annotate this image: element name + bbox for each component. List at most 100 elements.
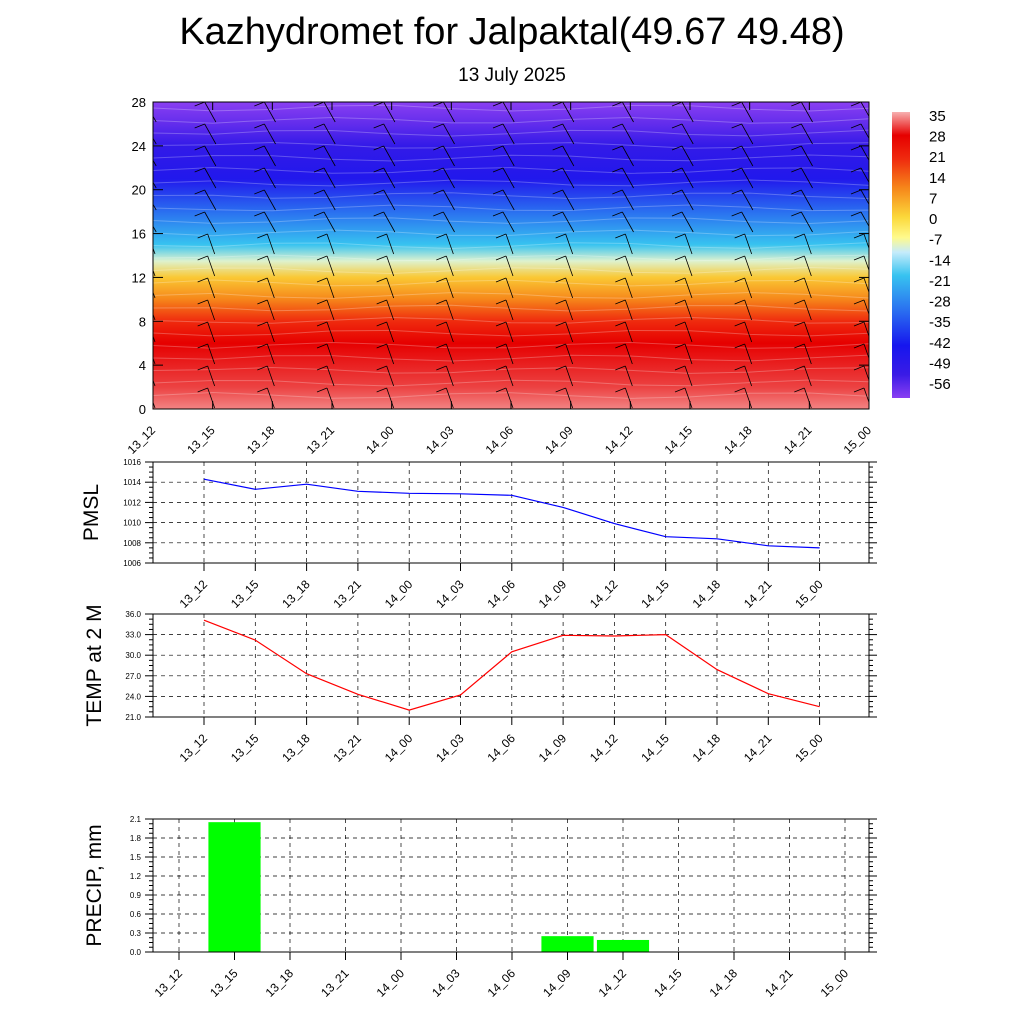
- xtick-label: 14_03: [433, 731, 467, 765]
- colorbar-fill: [892, 112, 910, 398]
- ytick-label: 21.0: [125, 713, 141, 722]
- heatmap-xtick-label: 13_15: [184, 423, 218, 457]
- xtick-label: 14_00: [382, 731, 416, 765]
- heatmap-xtick-label: 14_03: [423, 423, 457, 457]
- ytick-label: 24.0: [125, 692, 141, 701]
- heatmap-xtick-label: 15_00: [841, 423, 875, 457]
- ytick-label: 0.9: [130, 891, 142, 900]
- ytick-label: 1.8: [130, 834, 142, 843]
- colorbar-label: 21: [929, 149, 946, 166]
- xtick-label: 14_06: [484, 731, 518, 765]
- ytick-label: 0.3: [130, 929, 142, 938]
- xtick-label: 14_12: [587, 731, 621, 765]
- colorbar-label: 0: [929, 211, 937, 228]
- heatmap-ytick-label: 20: [132, 183, 146, 198]
- xtick-label: 14_21: [741, 731, 775, 765]
- heatmap-xtick-label: 13_21: [304, 423, 338, 457]
- colorbar-label: -56: [929, 376, 951, 393]
- ytick-label: 1012: [123, 498, 141, 507]
- colorbar-label: -28: [929, 294, 951, 311]
- xtick-label: 15_00: [792, 731, 826, 765]
- heatmap-ytick-label: 8: [139, 314, 146, 329]
- xtick-label: 14_15: [638, 731, 672, 765]
- ytick-label: 0.6: [130, 910, 142, 919]
- xtick-label: 14_12: [587, 577, 621, 611]
- ytick-label: 2.1: [130, 815, 142, 824]
- xtick-label: 14_06: [485, 966, 519, 1000]
- xtick-label: 14_03: [429, 966, 463, 1000]
- xtick-label: 13_21: [318, 966, 352, 1000]
- colorbar-label: -35: [929, 314, 951, 331]
- xtick-label: 14_18: [707, 966, 741, 1000]
- xtick-label: 14_03: [433, 577, 467, 611]
- heatmap-xtick-label: 13_18: [244, 423, 278, 457]
- xtick-label: 13_15: [228, 577, 262, 611]
- ytick-label: 1014: [123, 478, 141, 487]
- xtick-label: 13_12: [152, 966, 186, 1000]
- colorbar-label: -14: [929, 252, 951, 269]
- xtick-label: 14_21: [762, 966, 796, 1000]
- precipitation-panel: 0.0 0.3 0.6 0.9 1.2 1.5 1.8 2.1 13_12 13_15 13_18 1…: [83, 815, 877, 1000]
- xtick-label: 14_12: [596, 966, 630, 1000]
- colorbar-label: -21: [929, 273, 951, 290]
- heatmap-ytick-label: 4: [139, 358, 146, 373]
- ytick-label: 36.0: [125, 610, 141, 619]
- colorbar-label: 35: [929, 108, 946, 125]
- ytick-label: 27.0: [125, 672, 141, 681]
- colorbar-label: 7: [929, 190, 937, 207]
- xtick-label: 14_18: [690, 731, 724, 765]
- colorbar-label: 28: [929, 129, 946, 146]
- xtick-label: 13_18: [279, 577, 313, 611]
- colorbar: 35 28 21 14 7 0 -7 -14 -21 -28 -35 -42 -49 -56: [892, 108, 951, 398]
- xtick-label: 15_00: [792, 577, 826, 611]
- panel-ylabel: TEMP at 2 M: [83, 604, 106, 726]
- heatmap-ytick-label: 0: [139, 402, 146, 417]
- ytick-label: 30.0: [125, 651, 141, 660]
- xtick-label: 14_21: [741, 577, 775, 611]
- colorbar-label: -49: [929, 355, 951, 372]
- heatmap-panel: 0 4 8 12 16 20 24 28 13_12 13_15 13_18 13_21 14_00 14…: [125, 95, 875, 457]
- xtick-label: 13_15: [228, 731, 262, 765]
- precip-bar: [208, 822, 261, 952]
- ytick-label: 1016: [123, 458, 141, 467]
- ytick-label: 1010: [123, 519, 141, 528]
- xtick-label: 14_00: [374, 966, 408, 1000]
- colorbar-label: 14: [929, 170, 946, 187]
- precip-bar: [541, 936, 594, 952]
- xtick-label: 13_15: [207, 966, 241, 1000]
- heatmap-xtick-label: 14_12: [602, 423, 636, 457]
- ytick-label: 1008: [123, 539, 141, 548]
- xtick-label: 14_15: [638, 577, 672, 611]
- panel-frame: [152, 461, 870, 564]
- xtick-label: 13_21: [331, 731, 365, 765]
- heatmap-xtick-label: 14_15: [662, 423, 696, 457]
- xtick-label: 14_09: [536, 731, 570, 765]
- heatmap-xtick-label: 13_12: [125, 423, 159, 457]
- heatmap-xtick-label: 14_00: [363, 423, 397, 457]
- heatmap-xtick-label: 14_06: [483, 423, 517, 457]
- xtick-label: 13_12: [177, 731, 211, 765]
- heatmap-xtick-label: 14_09: [542, 423, 576, 457]
- xtick-label: 14_09: [540, 966, 574, 1000]
- colorbar-label: -42: [929, 335, 951, 352]
- heatmap-xtick-label: 14_18: [721, 423, 755, 457]
- heatmap-ytick-label: 16: [132, 227, 146, 242]
- xtick-label: 14_18: [690, 577, 724, 611]
- heatmap-xtick-label: 14_21: [781, 423, 815, 457]
- panel-grid: [153, 613, 869, 718]
- ytick-label: 1.5: [130, 853, 142, 862]
- xtick-label: 13_21: [331, 577, 365, 611]
- chart-subtitle: 13 July 2025: [458, 65, 566, 86]
- ytick-label: 1.2: [130, 872, 142, 881]
- panel-grid: [153, 461, 869, 564]
- pmsl-panel: 1006 1008 1010 1012 1014 1016 13_12 13_15 13_18 1…: [80, 458, 877, 611]
- xtick-label: 14_15: [651, 966, 685, 1000]
- panel-ylabel: PMSL: [80, 484, 103, 541]
- panel-ylabel: PRECIP, mm: [83, 824, 106, 946]
- chart-title: Kazhydromet for Jalpaktal(49.67 49.48): [179, 11, 845, 53]
- colorbar-label: -7: [929, 232, 942, 249]
- precip-bar: [596, 939, 650, 952]
- xtick-label: 14_09: [536, 577, 570, 611]
- contour-lines: [153, 104, 869, 399]
- ytick-label: 33.0: [125, 631, 141, 640]
